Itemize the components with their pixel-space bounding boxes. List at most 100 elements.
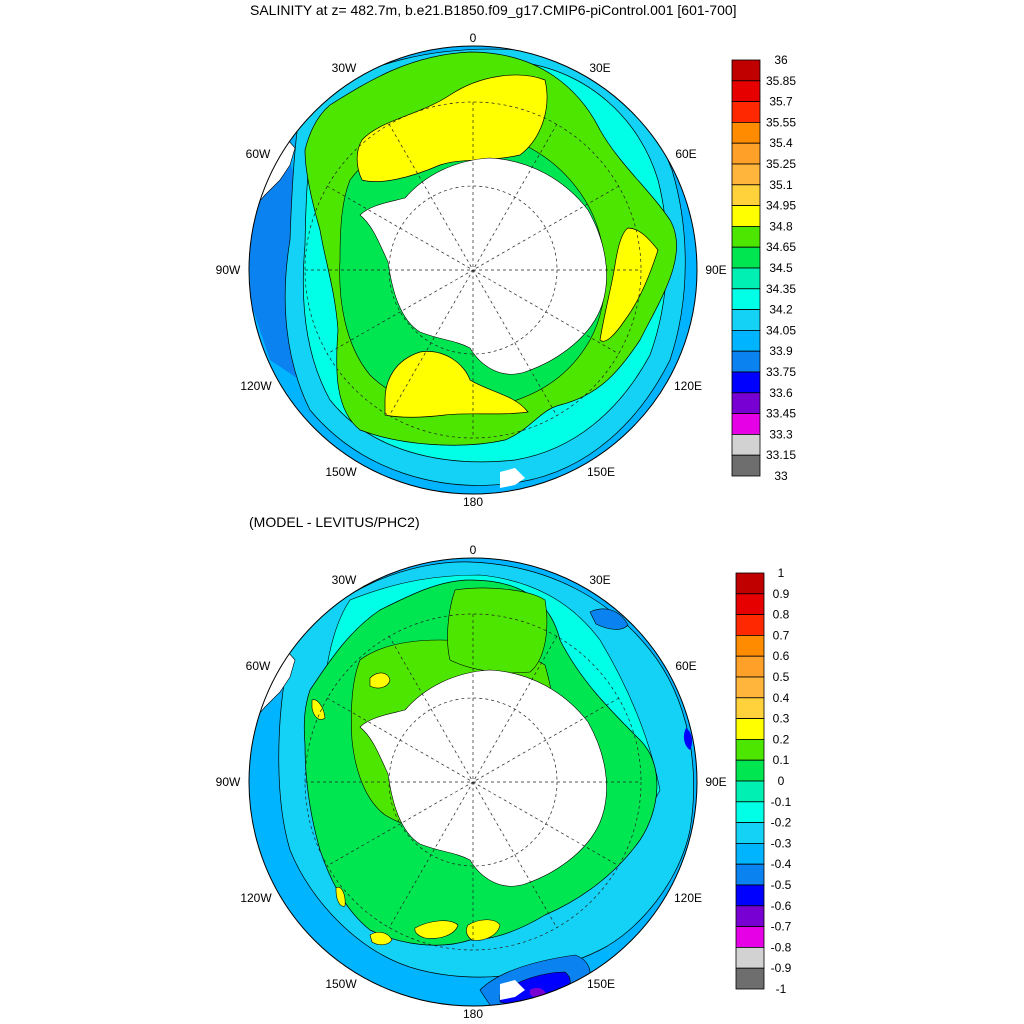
top-colorbar-label-13: 34.05: [766, 323, 796, 337]
bottom-colorbar-label-3: 0.7: [773, 628, 790, 642]
bottom-colorbar-label-19: -0.9: [771, 961, 792, 975]
bottom-colorbar-swatch-15: [735, 884, 765, 907]
bottom-colorbar-swatch-11: [735, 801, 765, 823]
bottom-colorbar-swatch-12: [735, 822, 765, 844]
bottom-colorbar-swatch-14: [735, 863, 765, 886]
top-colorbar-label-9: 34.65: [766, 240, 796, 254]
top-colorbar-label-16: 33.6: [769, 386, 793, 400]
bottom-yellow-blob-5: [369, 931, 393, 946]
bottom-blue-east-2: [683, 728, 693, 750]
top-colorbar-label-4: 35.4: [769, 136, 793, 150]
bottom-yellow-blob-3: [414, 920, 459, 939]
top-colorbar-swatch-2: [731, 101, 761, 123]
top-colorbar-label-7: 34.95: [766, 199, 796, 213]
top-lon-60w: 60W: [246, 147, 271, 161]
bottom-blue-east: [589, 608, 629, 630]
top-colorbar-swatch-12: [731, 309, 761, 331]
top-colorbar-label-8: 34.8: [769, 219, 793, 233]
bottom-colorbar-swatch-8: [735, 739, 765, 761]
top-colorbar-swatch-13: [731, 329, 761, 352]
top-colorbar: 36 35.85 35.7 35.55 35.4 35.25 35.1 34.95 34.8 34…: [731, 53, 796, 483]
bottom-colorbar-label-20: -1: [776, 982, 787, 996]
bottom-colorbar-label-14: -0.4: [771, 857, 792, 871]
bottom-colorbar-swatch-1: [735, 593, 765, 615]
bottom-colorbar-swatch-16: [735, 905, 765, 927]
top-colorbar-swatch-11: [731, 288, 761, 310]
top-lon-30w: 30W: [332, 61, 357, 75]
top-colorbar-label-18: 33.3: [769, 427, 793, 441]
top-colorbar-label-2: 35.7: [769, 95, 793, 109]
bottom-colorbar-label-1: 0.9: [773, 587, 790, 601]
bottom-grid-lines: [304, 613, 642, 951]
top-colorbar-swatch-14: [731, 350, 761, 373]
top-map-title: SALINITY at z= 482.7m, b.e21.B1850.f09_g…: [250, 2, 737, 18]
bottom-map-border: [248, 557, 698, 1007]
top-colorbar-swatch-18: [731, 433, 761, 456]
top-colorbar-swatch-1: [731, 80, 761, 103]
top-colorbar-swatch-19: [731, 454, 761, 477]
top-colorbar-label-0: 36: [774, 53, 788, 67]
top-yellow-north: [356, 74, 548, 182]
top-colorbar-label-20: 33: [774, 469, 788, 483]
bottom-colorbar-label-5: 0.5: [773, 670, 790, 684]
bottom-lon-120e: 120E: [674, 891, 702, 905]
top-map-border: [248, 45, 698, 495]
top-colorbar-swatch-8: [731, 225, 761, 248]
bottom-yellow-blob-2: [311, 699, 326, 720]
bottom-colorbar-label-17: -0.7: [771, 920, 792, 934]
bottom-lon-150w: 150W: [325, 977, 357, 991]
bottom-lon-150e: 150E: [587, 977, 615, 991]
top-colorbar-label-11: 34.35: [766, 282, 796, 296]
top-colorbar-swatch-17: [731, 413, 761, 435]
top-colorbar-label-6: 35.1: [769, 178, 793, 192]
bottom-lon-60e: 60E: [675, 659, 696, 673]
bottom-colorbar-label-7: 0.3: [773, 712, 790, 726]
top-lon-120e: 120E: [674, 379, 702, 393]
top-colorbar-swatch-0: [731, 59, 761, 82]
top-colorbar-swatch-7: [731, 205, 761, 227]
bottom-yellow-blob-4: [466, 919, 501, 941]
top-colorbar-label-19: 33.15: [766, 448, 796, 462]
bottom-colorbar-label-15: -0.5: [771, 878, 792, 892]
bottom-lime-upper: [447, 587, 548, 674]
top-lon-60e: 60E: [675, 147, 696, 161]
top-lon-90e: 90E: [705, 263, 726, 277]
top-colorbar-label-14: 33.9: [769, 344, 793, 358]
top-colorbar-swatch-10: [731, 267, 761, 290]
top-colorbar-label-17: 33.45: [766, 407, 796, 421]
bottom-lon-30e: 30E: [589, 573, 610, 587]
bottom-colorbar-swatch-17: [735, 926, 765, 948]
bottom-colorbar-swatch-7: [735, 718, 765, 740]
bottom-yellow-blob-6: [335, 886, 346, 907]
bottom-colorbar: 1 0.9 0.8 0.7 0.6 0.5 0.4 0.3 0.2 0.1 0 -0.1 -0.2 -0.…: [735, 566, 792, 996]
top-colorbar-label-3: 35.55: [766, 115, 796, 129]
bottom-colorbar-swatch-4: [735, 655, 765, 678]
top-colorbar-swatch-4: [731, 142, 761, 165]
top-lon-0: 0: [470, 31, 477, 45]
bottom-colorbar-swatch-6: [735, 697, 765, 719]
top-colorbar-swatch-9: [731, 246, 761, 269]
bottom-colorbar-label-18: -0.8: [771, 940, 792, 954]
top-lon-120w: 120W: [240, 379, 272, 393]
bottom-colorbar-swatch-9: [735, 759, 765, 782]
bottom-antarctica: [359, 669, 607, 887]
bottom-colorbar-label-8: 0.2: [773, 732, 790, 746]
bottom-lon-90e: 90E: [705, 775, 726, 789]
bottom-colorbar-swatch-18: [735, 947, 765, 969]
bottom-colorbar-swatch-2: [735, 614, 765, 636]
bottom-lon-120w: 120W: [240, 891, 272, 905]
top-grid-lines: [304, 101, 642, 439]
top-polar-map: [249, 46, 697, 494]
bottom-colorbar-label-0: 1: [778, 566, 785, 580]
bottom-map-title: (MODEL - LEVITUS/PHC2): [249, 514, 420, 530]
bottom-colorbar-label-4: 0.6: [773, 649, 790, 663]
top-lon-150w: 150W: [325, 465, 357, 479]
top-colorbar-swatch-6: [731, 184, 761, 207]
top-colorbar-label-10: 34.5: [769, 261, 793, 275]
bottom-lon-60w: 60W: [246, 659, 271, 673]
bottom-colorbar-label-6: 0.4: [773, 691, 790, 705]
bottom-polar-map: [249, 558, 697, 1006]
bottom-new-zealand: [500, 980, 525, 1000]
top-lon-180: 180: [463, 495, 483, 509]
top-new-zealand: [500, 468, 525, 488]
